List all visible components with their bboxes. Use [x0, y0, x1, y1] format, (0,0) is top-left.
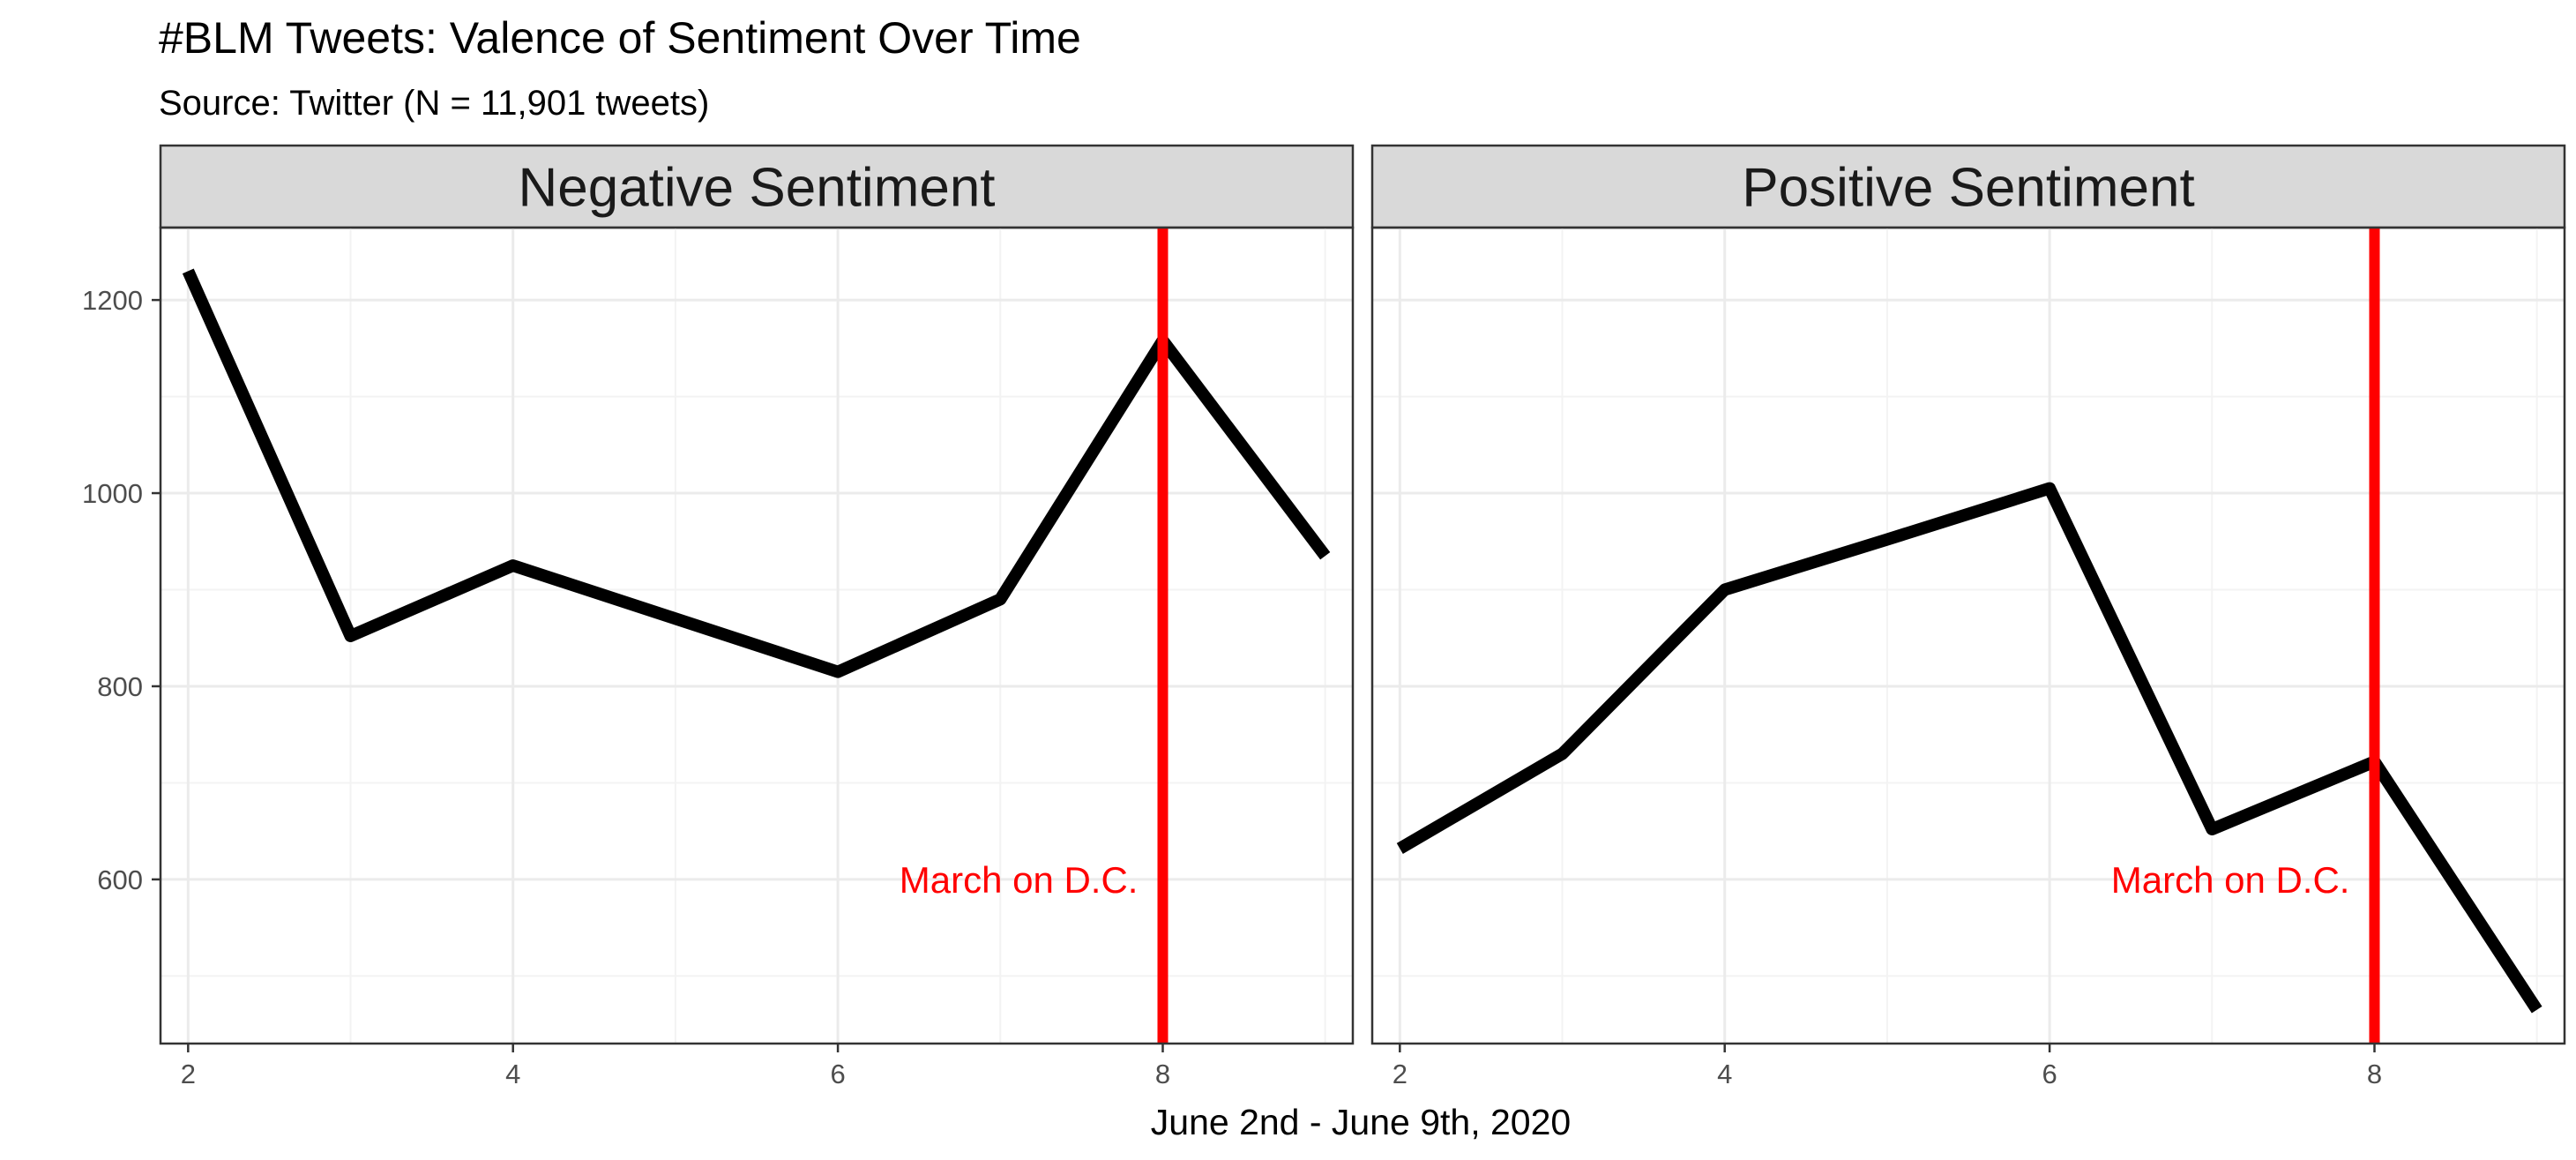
chart-title: #BLM Tweets: Valence of Sentiment Over T… [159, 13, 1081, 63]
facet-panels: Negative Sentiment March on D.C. 2 4 6 8 600 80… [82, 144, 2566, 1089]
x-tick-label: 2 [1393, 1059, 1407, 1089]
x-tick-label: 8 [2367, 1059, 2382, 1089]
x-tick-label: 2 [181, 1059, 196, 1089]
x-tick-label: 4 [505, 1059, 520, 1089]
panel-2: Positive Sentiment March on D.C. 2 4 6 8 [1370, 144, 2566, 1089]
x-tick-label: 4 [1717, 1059, 1732, 1089]
strip-background [159, 144, 1355, 229]
event-annotation: March on D.C. [2111, 859, 2350, 901]
panel-border [1370, 226, 2566, 1045]
panel-border [159, 226, 1355, 1045]
chart-subtitle: Source: Twitter (N = 11,901 tweets) [159, 84, 709, 123]
y-tick-label: 800 [97, 671, 143, 702]
series-line [1396, 482, 2542, 1014]
series-line [182, 268, 1331, 678]
y-tick-label: 600 [97, 864, 143, 895]
y-tick-label: 1200 [82, 285, 143, 316]
strip-label: Negative Sentiment [518, 158, 995, 219]
panel-1: Negative Sentiment March on D.C. 2 4 6 8 600 80… [82, 144, 1355, 1089]
x-tick-label: 6 [830, 1059, 845, 1089]
y-tick-label: 1000 [82, 478, 143, 509]
event-annotation: March on D.C. [900, 859, 1139, 901]
x-axis-title: June 2nd - June 9th, 2020 [1151, 1102, 1571, 1142]
x-tick-label: 8 [1155, 1059, 1170, 1089]
strip-label: Positive Sentiment [1742, 158, 2194, 219]
x-tick-label: 6 [2042, 1059, 2057, 1089]
strip-background [1370, 144, 2566, 229]
